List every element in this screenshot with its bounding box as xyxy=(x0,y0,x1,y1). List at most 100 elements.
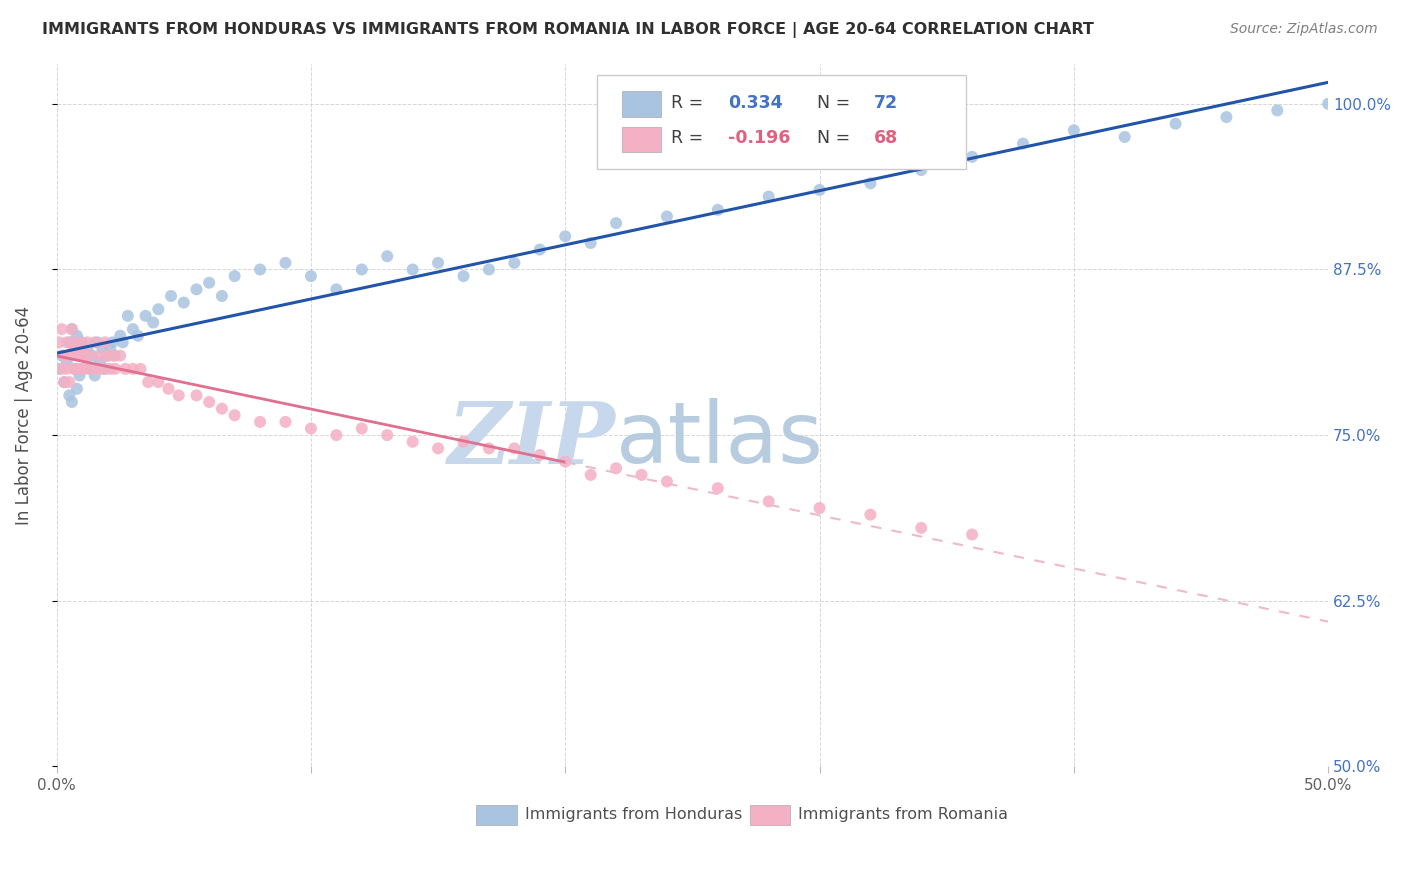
Point xyxy=(375,249,398,263)
Point xyxy=(60,335,83,350)
Point xyxy=(63,362,86,376)
Point xyxy=(94,335,117,350)
Point xyxy=(66,328,89,343)
Text: 0.334: 0.334 xyxy=(728,94,783,112)
Point xyxy=(94,362,117,376)
Point xyxy=(70,342,93,356)
Point xyxy=(148,302,170,317)
Point xyxy=(758,494,780,508)
Text: ZIP: ZIP xyxy=(449,398,616,482)
Point xyxy=(453,434,475,449)
Point xyxy=(350,421,373,435)
Point xyxy=(111,335,134,350)
Point xyxy=(960,150,983,164)
Point xyxy=(91,342,114,356)
Point xyxy=(53,375,76,389)
Point xyxy=(579,235,602,250)
Point xyxy=(55,362,77,376)
Point xyxy=(98,342,121,356)
Y-axis label: In Labor Force | Age 20-64: In Labor Force | Age 20-64 xyxy=(15,306,32,524)
Point xyxy=(554,455,576,469)
Point xyxy=(51,322,73,336)
Text: -0.196: -0.196 xyxy=(728,128,790,147)
Point xyxy=(453,269,475,284)
Point xyxy=(69,349,91,363)
Point xyxy=(58,375,80,389)
Point xyxy=(224,269,246,284)
Point xyxy=(224,409,246,423)
Point xyxy=(70,335,93,350)
Text: Immigrants from Romania: Immigrants from Romania xyxy=(799,807,1008,822)
Text: Immigrants from Honduras: Immigrants from Honduras xyxy=(524,807,742,822)
FancyBboxPatch shape xyxy=(623,92,661,117)
Point xyxy=(186,388,208,402)
Point xyxy=(375,428,398,442)
Point xyxy=(249,262,271,277)
Point xyxy=(605,461,627,475)
Point xyxy=(1012,136,1035,151)
Point xyxy=(503,442,526,456)
Point xyxy=(211,401,233,416)
Point xyxy=(173,295,195,310)
Text: 68: 68 xyxy=(875,128,898,147)
Point xyxy=(101,349,124,363)
Point xyxy=(79,362,101,376)
Point xyxy=(48,335,70,350)
Point xyxy=(117,309,139,323)
Point xyxy=(274,415,297,429)
Point xyxy=(73,349,96,363)
Point xyxy=(859,177,882,191)
Point xyxy=(859,508,882,522)
Point xyxy=(1164,117,1187,131)
Point xyxy=(1215,110,1237,124)
FancyBboxPatch shape xyxy=(477,805,517,825)
FancyBboxPatch shape xyxy=(623,127,661,152)
Point xyxy=(198,395,221,409)
Point xyxy=(69,349,91,363)
Point xyxy=(73,349,96,363)
Text: N =: N = xyxy=(817,94,856,112)
Point xyxy=(707,202,730,217)
Point xyxy=(478,442,501,456)
Text: R =: R = xyxy=(671,128,709,147)
Point xyxy=(91,362,114,376)
Point xyxy=(60,395,83,409)
Point xyxy=(86,362,108,376)
Point xyxy=(160,289,183,303)
Point xyxy=(101,335,124,350)
Point xyxy=(198,276,221,290)
Point xyxy=(55,355,77,369)
Point xyxy=(427,442,450,456)
Text: 72: 72 xyxy=(875,94,898,112)
Point xyxy=(135,309,157,323)
Point xyxy=(211,289,233,303)
Point xyxy=(579,467,602,482)
Point xyxy=(960,527,983,541)
Point xyxy=(325,282,347,296)
Point xyxy=(73,362,96,376)
Point xyxy=(401,262,423,277)
Point xyxy=(350,262,373,277)
Point xyxy=(83,368,105,383)
Point xyxy=(554,229,576,244)
Point xyxy=(167,388,190,402)
Point xyxy=(157,382,180,396)
Point xyxy=(529,448,551,462)
Point xyxy=(136,375,159,389)
Point xyxy=(104,362,127,376)
Point xyxy=(1063,123,1085,137)
Point xyxy=(96,349,118,363)
Point xyxy=(249,415,271,429)
Point xyxy=(127,328,149,343)
Point xyxy=(478,262,501,277)
Point xyxy=(148,375,170,389)
Point xyxy=(325,428,347,442)
Point xyxy=(808,183,831,197)
Point xyxy=(89,349,111,363)
Point xyxy=(70,362,93,376)
Point xyxy=(707,481,730,495)
Point xyxy=(427,256,450,270)
Point xyxy=(69,335,91,350)
Point xyxy=(66,349,89,363)
Point xyxy=(76,335,98,350)
